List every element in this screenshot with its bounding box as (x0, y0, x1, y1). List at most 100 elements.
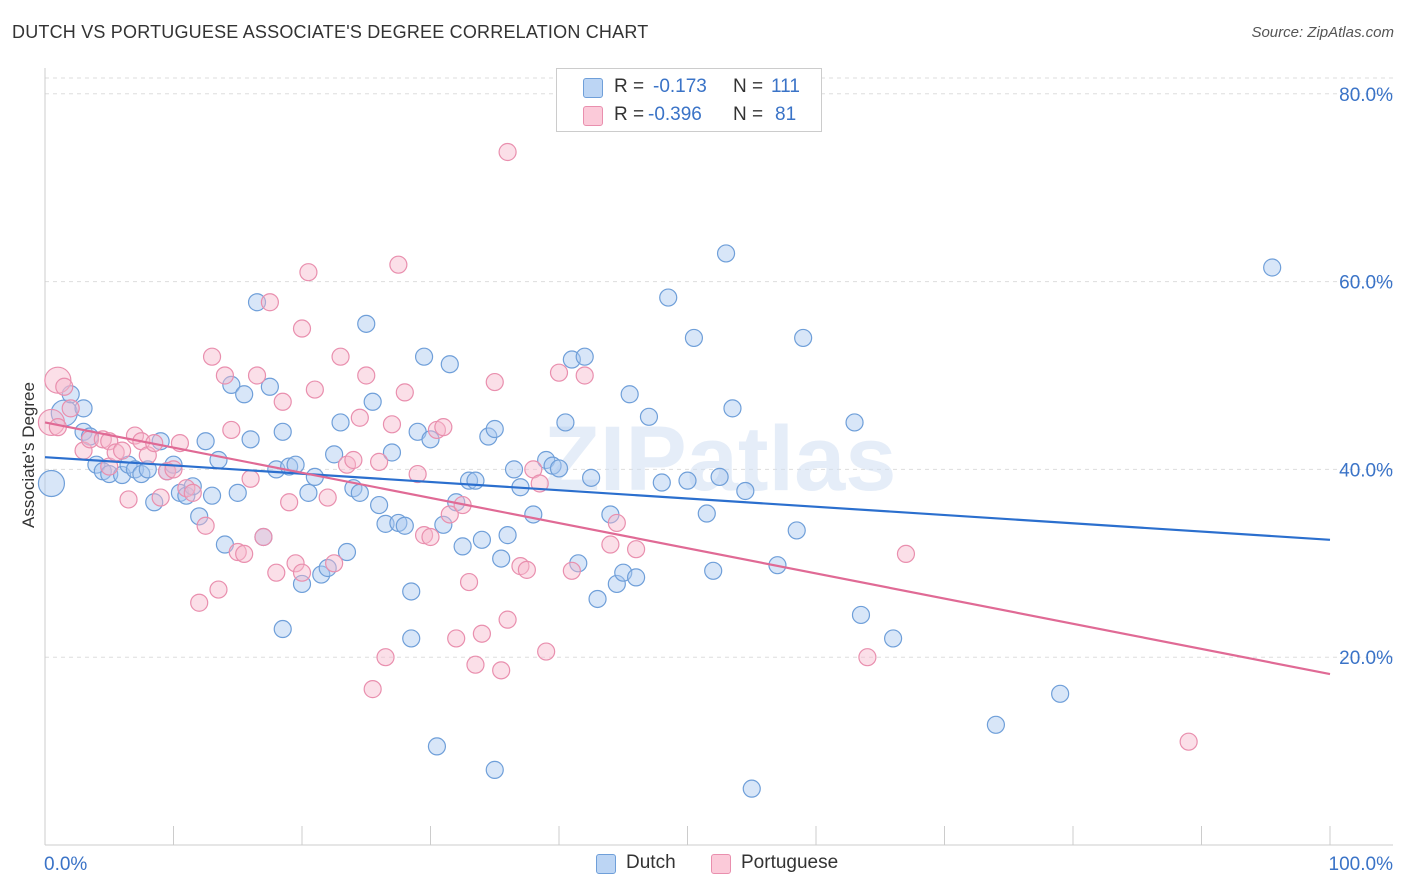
portuguese-point (267, 563, 286, 582)
bottom-legend-portuguese: Portuguese (711, 850, 861, 876)
y-axis-label: Associate's Degree (19, 382, 38, 528)
y-tick-label: 80.0% (1339, 85, 1393, 106)
portuguese-legend-label: Portuguese (741, 852, 839, 873)
portuguese-point (447, 629, 466, 648)
portuguese-point (241, 469, 260, 488)
dutch-point (556, 413, 575, 432)
portuguese-point (498, 610, 517, 629)
dutch-point (659, 288, 678, 307)
portuguese-point (408, 464, 427, 484)
portuguese-point (357, 366, 376, 385)
dutch-point (626, 568, 646, 587)
dutch-point (472, 530, 491, 549)
dutch-legend-swatch (596, 854, 616, 874)
portuguese-point (228, 542, 247, 562)
portuguese-point (440, 505, 459, 524)
dutch-point (742, 779, 761, 798)
y-tick-label: 20.0% (1339, 648, 1393, 669)
portuguese-point (344, 450, 363, 470)
dutch-point (684, 328, 704, 348)
portuguese-point (389, 255, 408, 274)
dutch-point (421, 430, 440, 449)
y-tick-label: 60.0% (1339, 273, 1393, 294)
portuguese-point (459, 572, 479, 592)
dutch-point (273, 619, 292, 639)
portuguese-n-value: 81 (775, 104, 797, 125)
dutch-point (607, 574, 626, 594)
dutch-point (678, 471, 697, 490)
portuguese-point (331, 347, 350, 366)
dutch-point (299, 483, 318, 502)
portuguese-point (363, 680, 382, 699)
dutch-points (37, 244, 1282, 798)
dutch-point (74, 399, 93, 418)
dutch-point (697, 504, 716, 523)
portuguese-n-label: N = (733, 104, 764, 125)
portuguese-point (485, 372, 504, 392)
portuguese-point (235, 544, 254, 564)
portuguese-point (575, 366, 594, 385)
portuguese-point (151, 488, 170, 507)
dutch-point (466, 471, 485, 490)
dutch-point (524, 505, 543, 524)
dutch-point (402, 629, 421, 648)
dutch-swatch (583, 78, 603, 98)
dutch-point (183, 477, 202, 496)
dutch-point (710, 467, 729, 487)
dutch-point (549, 459, 569, 478)
portuguese-point (286, 554, 305, 573)
portuguese-point (190, 593, 209, 612)
dutch-legend-label: Dutch (626, 852, 676, 873)
portuguese-point (215, 366, 234, 385)
dutch-point (575, 347, 594, 366)
portuguese-point (896, 544, 916, 564)
dutch-point (582, 468, 601, 487)
dutch-point (883, 629, 903, 648)
dutch-point (202, 486, 222, 505)
dutch-point (498, 526, 517, 545)
dutch-point (723, 399, 742, 418)
trend-lines (44, 421, 1331, 676)
x-tick-label-max: 100.0% (1329, 854, 1394, 875)
chart-source: Source: ZipAtlas.com (1251, 24, 1394, 41)
portuguese-point (1179, 732, 1198, 751)
dutch-point (588, 589, 607, 609)
dutch-point (851, 605, 871, 625)
portuguese-point (549, 363, 569, 382)
dutch-point (794, 328, 813, 348)
dutch-point (190, 507, 209, 526)
dutch-r-label: R = (614, 76, 645, 97)
portuguese-point (260, 293, 279, 312)
portuguese-point (607, 513, 626, 533)
dutch-point (247, 293, 267, 312)
dutch-point (485, 419, 504, 439)
dutch-point (37, 469, 66, 498)
portuguese-point (280, 493, 299, 512)
portuguese-point (498, 142, 517, 162)
dutch-point (337, 542, 357, 562)
dutch-point (382, 443, 402, 462)
portuguese-point (209, 580, 228, 599)
portuguese-swatch (583, 106, 603, 126)
portuguese-point (421, 527, 440, 547)
portuguese-point (119, 490, 138, 509)
portuguese-point (299, 263, 318, 282)
portuguese-point (537, 642, 556, 661)
portuguese-point (196, 516, 215, 535)
dutch-point (260, 377, 279, 396)
portuguese-point (492, 661, 511, 680)
dutch-point (100, 464, 119, 484)
portuguese-point (562, 561, 581, 580)
portuguese-point (350, 408, 369, 427)
dutch-point (639, 407, 659, 426)
dutch-point (331, 413, 350, 432)
x-tick-label-min: 0.0% (44, 854, 87, 875)
legend-row-portuguese: R = -0.396 N = 81 (557, 101, 821, 129)
portuguese-point (395, 383, 414, 402)
portuguese-point (472, 624, 491, 643)
dutch-point (427, 737, 447, 756)
dutch-point (402, 582, 421, 601)
portuguese-point (164, 460, 183, 479)
dutch-point (395, 516, 414, 535)
